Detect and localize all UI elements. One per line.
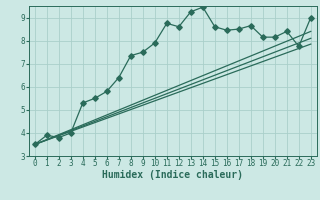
X-axis label: Humidex (Indice chaleur): Humidex (Indice chaleur) bbox=[102, 170, 243, 180]
